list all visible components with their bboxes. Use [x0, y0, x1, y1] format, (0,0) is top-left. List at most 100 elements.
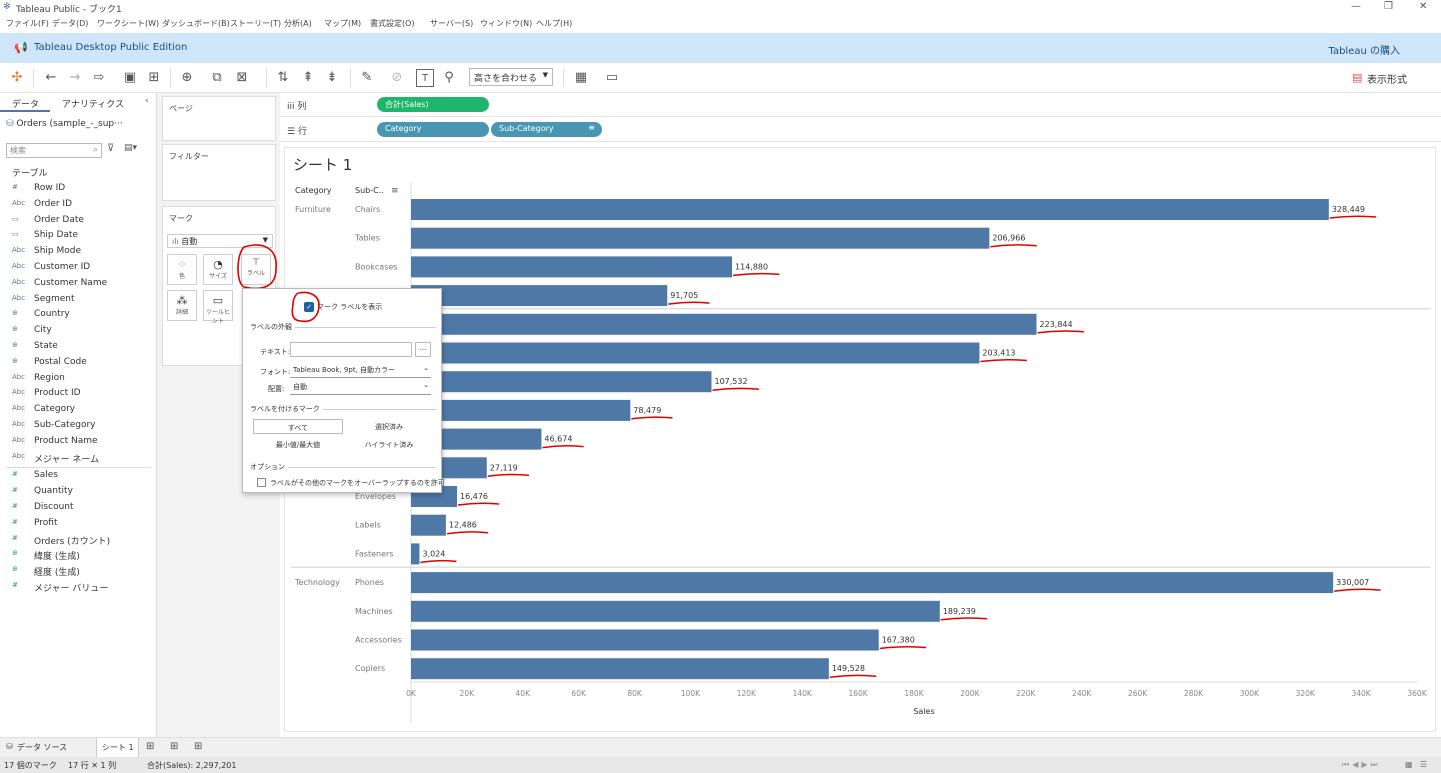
pin-icon[interactable]: ⚲	[444, 70, 454, 85]
presentation-icon[interactable]: ▦	[574, 70, 588, 85]
option-min-max[interactable]: 最小値/最大値	[275, 441, 321, 449]
group-icon[interactable]: ⊘	[391, 70, 403, 85]
field-item[interactable]: ⊕ 緯度 (生成)	[0, 548, 155, 563]
overlap-checkbox[interactable]	[257, 478, 266, 487]
highlight-icon[interactable]: ✎	[361, 70, 373, 85]
show-labels-checkbox[interactable]: ✓	[304, 302, 314, 312]
option-highlighted[interactable]: ハイライト済み	[364, 441, 414, 449]
sheet-tab[interactable]: シート 1	[96, 738, 139, 757]
field-item[interactable]: ⊕ 経度 (生成)	[0, 564, 155, 579]
swap-icon[interactable]: ⇅	[277, 70, 289, 85]
datasource-item[interactable]: ⛁ Orders (sample_-_sup···	[6, 119, 156, 137]
search-input[interactable]: 検索 ⌕	[6, 143, 102, 158]
view-options-icon[interactable]: ▤▾	[124, 143, 138, 153]
menu-dashboard[interactable]: ダッシュボード(B)	[162, 19, 230, 28]
undo-icon[interactable]: ←	[45, 70, 57, 85]
list-view-icon[interactable]: ☰	[1420, 760, 1428, 769]
menu-format[interactable]: 書式設定(O)	[370, 19, 415, 28]
field-item[interactable]: Abc Product ID	[0, 387, 155, 402]
grid-view-icon[interactable]: ▦	[1405, 760, 1413, 769]
tooltip-button[interactable]: ▭ ツールヒント	[203, 290, 233, 325]
align-select[interactable]: 自動 ⌄	[290, 380, 431, 395]
tables-heading: テーブル	[12, 169, 48, 179]
tab-data[interactable]: データ	[12, 100, 40, 110]
field-item[interactable]: Abc メジャー ネーム	[0, 451, 155, 466]
field-item[interactable]: Abc Customer ID	[0, 261, 155, 276]
filter-icon[interactable]: ⊽	[107, 143, 115, 154]
save-icon[interactable]: ▣	[123, 70, 137, 85]
pill-sum-sales[interactable]: 合計(Sales)	[377, 97, 489, 112]
field-item[interactable]: ▭ Ship Date	[0, 229, 155, 244]
datasource-tab[interactable]: データ ソース	[17, 743, 68, 752]
duplicate-icon[interactable]: ⧉	[212, 70, 222, 85]
restore-icon[interactable]: ❐	[1384, 1, 1393, 12]
tab-analytics[interactable]: アナリティクス	[62, 100, 125, 110]
field-item[interactable]: # メジャー バリュー	[0, 580, 155, 595]
menu-story[interactable]: ストーリー(T)	[230, 19, 282, 28]
show-labels-icon[interactable]: T	[416, 69, 434, 87]
field-item[interactable]: # Discount	[0, 501, 155, 516]
field-item[interactable]: ⊕ Postal Code	[0, 356, 155, 371]
text-input[interactable]	[290, 342, 412, 357]
option-all[interactable]: すべて	[253, 419, 343, 434]
menu-map[interactable]: マップ(M)	[324, 19, 362, 28]
columns-shelf[interactable]: iii 列 合計(Sales)	[280, 93, 1441, 117]
buy-link[interactable]: Tableau の購入	[1328, 46, 1400, 57]
mark-type-select[interactable]: ılı 自動 ▼	[167, 234, 273, 248]
field-item[interactable]: Abc Order ID	[0, 198, 155, 213]
pill-category[interactable]: Category	[377, 122, 489, 137]
field-item[interactable]: # Quantity	[0, 485, 155, 500]
size-button[interactable]: ◔ サイズ	[203, 254, 233, 285]
detail-button[interactable]: ⁂ 詳細	[167, 290, 197, 321]
field-item[interactable]: # Orders (カウント)	[0, 533, 155, 548]
color-button[interactable]: ⁘ 色	[167, 254, 197, 285]
new-sheet-icon[interactable]: ⊞	[146, 741, 155, 752]
new-story-icon[interactable]: ⊞	[194, 741, 203, 752]
menu-window[interactable]: ウィンドウ(N)	[480, 19, 533, 28]
field-item[interactable]: Abc Segment	[0, 293, 155, 308]
text-more-button[interactable]: ...	[415, 342, 431, 357]
menu-analysis[interactable]: 分析(A)	[284, 19, 312, 28]
nav-arrows-icon[interactable]: ⏮◀▶⏭	[1342, 760, 1381, 769]
field-item[interactable]: ⊕ State	[0, 340, 155, 355]
field-item[interactable]: ⊕ Country	[0, 308, 155, 323]
minimize-icon[interactable]: —	[1351, 1, 1361, 12]
fit-select[interactable]: 高さを合わせる ▼	[469, 68, 553, 86]
rows-shelf[interactable]: ☰ 行 Category Sub-Category ≡	[280, 118, 1441, 142]
field-item[interactable]: # Sales	[0, 469, 155, 484]
tableau-logo-icon[interactable]: ✣	[11, 70, 23, 85]
close-icon[interactable]: ✕	[1419, 1, 1428, 12]
menu-data[interactable]: データ(D)	[52, 19, 89, 28]
field-item[interactable]: Abc Product Name	[0, 435, 155, 450]
new-worksheet-icon[interactable]: ⊕	[181, 70, 193, 85]
pages-card[interactable]: ページ	[162, 96, 276, 141]
field-item[interactable]: Abc Sub-Category	[0, 419, 155, 434]
menu-help[interactable]: ヘルプ(H)	[536, 19, 573, 28]
new-datasource-icon[interactable]: ⊞	[148, 70, 160, 85]
field-item[interactable]: Abc Customer Name	[0, 277, 155, 292]
collapse-icon[interactable]: ‹	[145, 96, 149, 106]
clear-sheet-icon[interactable]: ⊠	[236, 70, 248, 85]
show-me-button[interactable]: 表示形式	[1367, 75, 1407, 86]
sort-asc-icon[interactable]: ⇞	[302, 70, 314, 85]
new-dashboard-icon[interactable]: ⊞	[170, 741, 179, 752]
field-item[interactable]: ⊕ City	[0, 324, 155, 339]
font-select[interactable]: Tableau Book, 9pt, 自動カラー ⌄	[290, 363, 431, 378]
option-selected[interactable]: 選択済み	[375, 423, 403, 431]
sort-desc-icon[interactable]: ⇟	[326, 70, 338, 85]
menu-server[interactable]: サーバー(S)	[430, 19, 474, 28]
label-button[interactable]: ⊤ ラベル	[241, 254, 271, 285]
pill-sub-category[interactable]: Sub-Category ≡	[491, 122, 602, 137]
replay-icon[interactable]: ⇨	[93, 70, 105, 85]
field-item[interactable]: ▭ Order Date	[0, 214, 155, 229]
redo-icon[interactable]: →	[69, 70, 81, 85]
field-item[interactable]: Abc Ship Mode	[0, 245, 155, 260]
field-item[interactable]: Abc Category	[0, 403, 155, 418]
menu-file[interactable]: ファイル(F)	[6, 19, 49, 28]
filters-card[interactable]: フィルター	[162, 144, 276, 201]
field-item[interactable]: # Profit	[0, 517, 155, 532]
field-item[interactable]: Abc Region	[0, 372, 155, 387]
present-mode-icon[interactable]: ▭	[605, 70, 619, 85]
menu-worksheet[interactable]: ワークシート(W)	[97, 19, 160, 28]
field-item[interactable]: # Row ID	[0, 182, 155, 197]
